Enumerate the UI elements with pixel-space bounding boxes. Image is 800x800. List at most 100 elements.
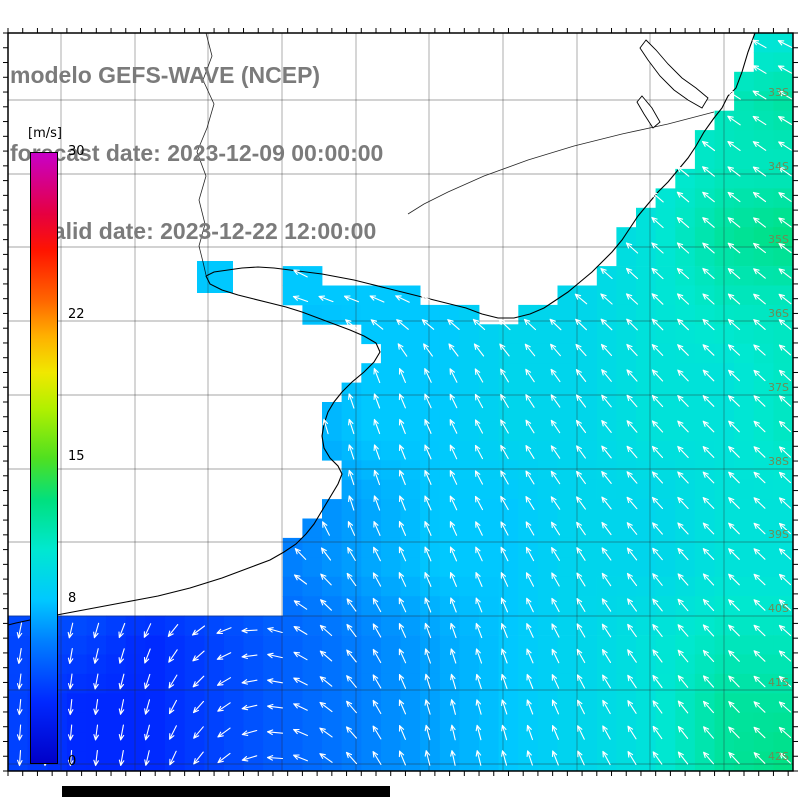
ocean-cell	[675, 654, 696, 675]
ocean-cell	[459, 421, 480, 442]
ocean-cell	[322, 576, 342, 597]
wind-arrow	[551, 699, 560, 715]
ocean-cell	[8, 732, 28, 752]
ocean-cell	[655, 673, 676, 694]
wind-arrow	[778, 395, 792, 407]
ocean-cell	[459, 615, 480, 636]
ocean-cell	[577, 596, 598, 616]
wind-arrow	[778, 471, 792, 484]
ocean-cell	[518, 732, 539, 752]
ocean-cell	[616, 576, 637, 597]
ocean-cell	[479, 673, 499, 694]
ocean-cell	[636, 440, 656, 461]
wind-arrow	[550, 496, 561, 510]
ocean-cell	[557, 460, 578, 481]
wind-arrow	[728, 599, 740, 611]
wind-arrow	[576, 623, 586, 638]
ocean-cell	[380, 421, 401, 442]
ocean-cell	[675, 382, 696, 403]
wind-arrow	[626, 496, 638, 510]
wind-arrow	[728, 675, 740, 688]
wind-arrow	[626, 343, 638, 357]
wind-arrow	[676, 166, 690, 177]
ocean-cell	[753, 324, 774, 345]
wind-arrow	[373, 521, 381, 536]
wind-arrow	[525, 470, 535, 485]
ocean-cell	[459, 479, 480, 500]
ocean-cell	[282, 635, 303, 655]
ocean-cell	[753, 693, 774, 714]
ocean-cell	[498, 460, 519, 481]
wind-arrow	[677, 420, 689, 433]
wind-arrow	[651, 496, 664, 510]
ocean-cell	[420, 382, 441, 403]
wind-arrow	[550, 521, 561, 536]
wind-arrow	[727, 141, 741, 151]
ocean-cell	[322, 732, 342, 752]
wind-arrow	[398, 623, 407, 638]
ocean-cell	[694, 596, 715, 616]
ocean-cell	[400, 382, 421, 403]
ocean-cell	[282, 712, 303, 733]
ocean-cell	[537, 615, 558, 636]
wind-arrow	[651, 267, 664, 280]
ocean-cell	[596, 479, 617, 500]
ocean-cell	[400, 518, 421, 539]
wind-arrow	[727, 344, 741, 356]
wind-arrow	[449, 419, 458, 434]
ocean-cell	[322, 596, 342, 616]
ocean-cell	[439, 460, 460, 481]
ocean-cell	[694, 343, 715, 364]
wind-arrow	[753, 701, 766, 713]
ocean-cell	[420, 518, 441, 539]
ocean-cell	[165, 751, 185, 772]
ocean-cell	[263, 635, 284, 655]
wind-arrow	[450, 648, 457, 664]
wind-arrow	[600, 267, 613, 280]
ocean-cell	[498, 654, 519, 675]
ocean-cell	[380, 654, 401, 675]
ocean-cell	[734, 421, 755, 442]
wind-arrow	[602, 750, 611, 766]
ocean-cell	[479, 712, 499, 733]
ocean-cell	[577, 440, 598, 461]
lagoon-outline	[636, 95, 661, 129]
wind-arrow	[449, 393, 458, 409]
ocean-cell	[714, 188, 735, 209]
ocean-cell	[616, 654, 637, 675]
wind-arrow	[67, 698, 74, 716]
ocean-cell	[714, 285, 735, 306]
wind-arrow	[526, 724, 534, 741]
ocean-cell	[537, 751, 558, 772]
wind-arrow	[424, 597, 432, 613]
wind-arrow	[601, 394, 612, 408]
ocean-cell	[694, 673, 715, 694]
ocean-cell	[577, 654, 598, 675]
ocean-cell	[655, 402, 676, 422]
ocean-cell	[636, 343, 656, 364]
wind-arrow	[293, 677, 308, 686]
ocean-cell	[518, 635, 539, 655]
ocean-cell	[734, 227, 755, 247]
wind-arrow	[727, 242, 741, 254]
ocean-cell	[636, 402, 656, 422]
wind-arrow	[703, 751, 714, 765]
wind-arrow	[778, 573, 792, 586]
wind-arrow	[500, 572, 509, 587]
ocean-cell	[125, 751, 146, 772]
ocean-cell	[714, 518, 735, 539]
ocean-cell	[8, 654, 28, 675]
ocean-cell	[341, 285, 362, 306]
wind-arrow	[677, 547, 689, 561]
ocean-cell	[596, 732, 617, 752]
wind-arrow	[752, 166, 767, 177]
ocean-cell	[400, 751, 421, 772]
ocean-cell	[459, 343, 480, 364]
wind-arrow	[652, 547, 663, 561]
ocean-cell	[125, 615, 146, 636]
ocean-cell	[694, 266, 715, 286]
ocean-cell	[636, 518, 656, 539]
ocean-cell	[380, 363, 401, 383]
wind-arrow	[626, 445, 638, 459]
wind-arrow	[373, 393, 381, 409]
